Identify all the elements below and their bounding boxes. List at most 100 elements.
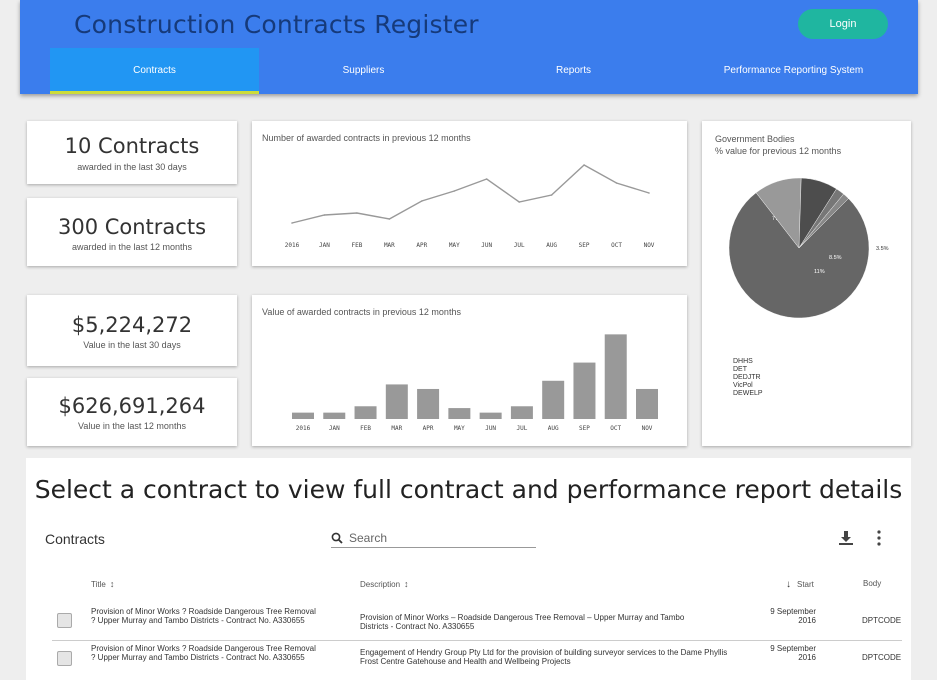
column-header-label: Title xyxy=(91,580,106,589)
main-nav: Contracts Suppliers Reports Performance … xyxy=(50,48,908,94)
line-point xyxy=(453,190,456,192)
stat-card-value-30-days: $5,224,272 Value in the last 30 days xyxy=(27,295,237,366)
x-tick-label: OCT xyxy=(610,425,621,432)
stat-card-contracts-30-days: 10 Contracts awarded in the last 30 days xyxy=(27,121,237,184)
table-row[interactable]: Provision of Minor Works ? Roadside Dang… xyxy=(52,604,902,639)
bar xyxy=(542,380,565,419)
app-header: Construction Contracts Register Login Co… xyxy=(20,0,918,94)
line-chart: 2016 JAN FEB MAR APR MAY JUN JUL AUG SEP OCT NOV xyxy=(285,164,655,249)
x-tick-label: MAR xyxy=(391,425,402,432)
row-description: Engagement of Hendry Group Pty Ltd for t… xyxy=(360,648,728,666)
more-vert-icon[interactable] xyxy=(876,529,882,547)
bar xyxy=(323,412,346,419)
chart-title: Value of awarded contracts in previous 1… xyxy=(262,307,461,317)
sort-icon[interactable]: ↕ xyxy=(404,579,409,589)
chart-title: Number of awarded contracts in previous … xyxy=(262,133,471,143)
line-point xyxy=(356,212,358,214)
x-tick-label: JAN xyxy=(329,425,340,432)
x-tick-label: SEP xyxy=(579,425,590,432)
pie-chart-subtitle: % value for previous 12 months xyxy=(715,146,842,156)
contracts-panel: Select a contract to view full contract … xyxy=(26,458,911,680)
x-tick-label: JUN xyxy=(485,425,496,432)
bar xyxy=(448,408,471,419)
table-title: Contracts xyxy=(45,531,105,547)
login-button[interactable]: Login xyxy=(798,9,888,39)
bar xyxy=(292,412,314,419)
stat-card-contracts-12-months: 300 Contracts awarded in the last 12 mon… xyxy=(27,198,237,266)
legend-item: DET xyxy=(733,366,747,373)
line-point xyxy=(648,192,650,194)
legend-item: DEWELP xyxy=(733,390,763,397)
arrow-down-icon[interactable]: ↓ xyxy=(786,579,791,590)
line-point xyxy=(323,214,326,216)
pie-chart: 77%11%8.5%3.5% xyxy=(728,177,889,319)
line-point xyxy=(518,201,520,203)
x-tick-label: MAR xyxy=(384,242,395,249)
bar-chart-card: Value of awarded contracts in previous 1… xyxy=(252,295,687,446)
download-icon[interactable] xyxy=(838,530,854,546)
line-point xyxy=(485,178,488,180)
x-tick-label: JUN xyxy=(481,242,492,249)
x-tick-label: AUG xyxy=(548,425,559,432)
bar xyxy=(510,406,533,419)
bar xyxy=(385,384,408,419)
stat-label: Value in the last 12 months xyxy=(78,421,186,431)
search-icon[interactable] xyxy=(331,532,343,544)
bar xyxy=(417,388,440,419)
stat-value: $5,224,272 xyxy=(71,313,193,337)
column-header-start[interactable]: ↓ Start xyxy=(786,579,814,590)
sort-icon[interactable]: ↕ xyxy=(109,579,115,589)
line-point xyxy=(583,164,585,166)
stat-label: Value in the last 30 days xyxy=(83,340,181,350)
row-title: Provision of Minor Works ? Roadside Dang… xyxy=(91,607,316,625)
column-header-description[interactable]: Description ↕ xyxy=(360,579,409,589)
x-tick-label: MAY xyxy=(449,242,460,249)
row-checkbox[interactable] xyxy=(57,613,72,628)
bar xyxy=(479,412,502,419)
legend-item: DEDJTR xyxy=(733,374,761,381)
x-tick-label: MAY xyxy=(454,425,465,432)
row-checkbox[interactable] xyxy=(57,651,72,666)
line-point xyxy=(615,182,618,184)
search-input[interactable] xyxy=(349,530,534,546)
table-row[interactable]: Provision of Minor Works ? Roadside Dang… xyxy=(52,642,902,677)
bar-chart: 2016 JAN FEB MAR APR MAY JUN JUL AUG SEP OCT NOV xyxy=(292,334,658,432)
pie-slice xyxy=(728,192,870,319)
row-start-date: 9 September 2016 xyxy=(770,607,816,625)
pie-chart-title: Government Bodies % value for previous 1… xyxy=(715,133,841,157)
tab-reports[interactable]: Reports xyxy=(555,65,591,76)
x-tick-label: 2016 xyxy=(285,242,300,249)
row-body: DPTCODE xyxy=(862,653,902,662)
line-point xyxy=(388,218,391,220)
row-divider xyxy=(52,640,902,641)
column-header-body[interactable]: Body xyxy=(863,579,881,588)
x-tick-label: JUL xyxy=(516,425,527,432)
stat-label: awarded in the last 30 days xyxy=(77,162,187,172)
column-header-title[interactable]: Title ↕ xyxy=(91,579,114,589)
bar xyxy=(604,334,627,419)
tab-contracts[interactable]: Contracts xyxy=(50,48,259,94)
stat-value: 10 Contracts xyxy=(64,134,200,158)
tab-suppliers[interactable]: Suppliers xyxy=(342,65,385,76)
stat-value: 300 Contracts xyxy=(57,215,207,239)
line-point xyxy=(550,194,553,196)
row-title: Provision of Minor Works ? Roadside Dang… xyxy=(91,644,316,662)
pie-legend: DHHS DET DEDJTR VicPol DEWELP xyxy=(733,358,763,398)
panel-heading: Select a contract to view full contract … xyxy=(34,475,903,504)
line-chart-card: Number of awarded contracts in previous … xyxy=(252,121,687,266)
pie-chart-title-text: Government Bodies xyxy=(715,134,795,144)
tab-performance-reporting[interactable]: Performance Reporting System xyxy=(723,65,864,76)
pie-slice-label: 3.5% xyxy=(876,246,889,252)
pie-chart-card: Government Bodies % value for previous 1… xyxy=(702,121,911,446)
column-header-label: Start xyxy=(797,580,814,589)
line-point xyxy=(291,222,293,224)
x-tick-label: FEB xyxy=(351,242,362,249)
x-tick-label: JUL xyxy=(514,242,525,249)
x-tick-label: 2016 xyxy=(296,425,311,432)
x-tick-label: SEP xyxy=(579,242,590,249)
x-tick-label: APR xyxy=(423,425,434,432)
row-body: DPTCODE xyxy=(862,616,902,625)
row-description: Provision of Minor Works – Roadside Dang… xyxy=(360,613,685,631)
line-series xyxy=(291,164,650,224)
stat-label: awarded in the last 12 months xyxy=(71,242,193,252)
